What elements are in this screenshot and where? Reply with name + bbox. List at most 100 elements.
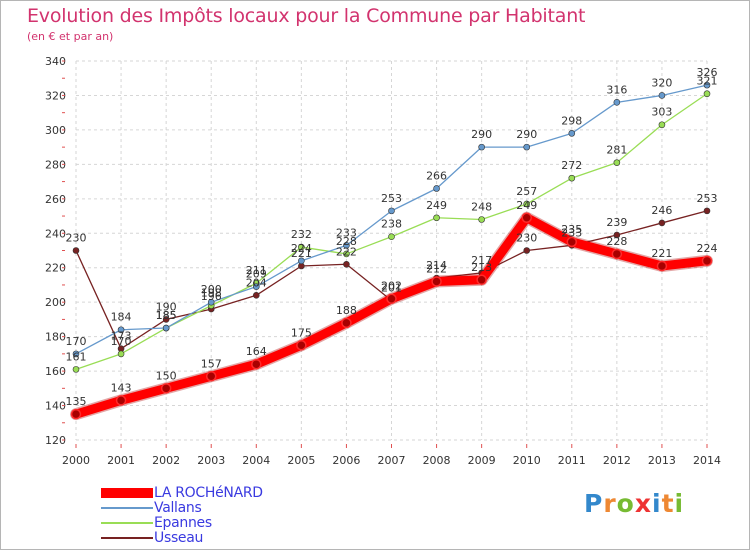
data-point <box>117 326 125 334</box>
data-label: 233 <box>561 226 582 239</box>
proxiti-logo: Proxiti <box>584 489 684 518</box>
data-label: 213 <box>471 261 492 274</box>
legend-item: Usseau <box>101 530 341 546</box>
x-tick-label: 2014 <box>693 454 721 467</box>
y-tick-label: 140 <box>45 400 66 413</box>
data-label: 202 <box>381 280 402 293</box>
data-label: 217 <box>471 254 492 267</box>
data-point <box>251 358 262 370</box>
data-label: 209 <box>246 268 267 281</box>
data-label: 150 <box>156 369 177 382</box>
data-label: 201 <box>381 281 402 294</box>
x-tick-label: 2006 <box>332 454 360 467</box>
y-tick-label: 340 <box>45 55 66 68</box>
data-label: 266 <box>426 169 447 182</box>
legend-item: Vallans <box>101 500 341 516</box>
data-label: 164 <box>246 345 267 358</box>
chart-legend: LA ROCHéNARD Vallans Epannes Usseau <box>101 485 341 546</box>
y-tick-label: 200 <box>45 296 66 309</box>
data-point <box>252 291 260 299</box>
logo-letter: o <box>616 489 635 518</box>
chart-series <box>70 81 713 421</box>
data-point <box>656 260 668 272</box>
data-label: 200 <box>201 283 222 296</box>
x-tick-label: 2013 <box>648 454 676 467</box>
data-label: 316 <box>606 83 627 96</box>
logo-letter: P <box>584 489 604 518</box>
data-label: 320 <box>651 76 672 89</box>
data-label: 303 <box>651 106 672 119</box>
logo-letter: t <box>661 489 675 518</box>
data-label: 281 <box>606 144 627 157</box>
data-point <box>386 293 397 304</box>
data-point <box>341 317 352 329</box>
x-tick-label: 2011 <box>558 454 586 467</box>
data-label: 184 <box>111 311 132 324</box>
data-label: 238 <box>381 218 402 231</box>
legend-label: Vallans <box>154 500 202 516</box>
x-tick-label: 2010 <box>513 454 541 467</box>
data-label: 253 <box>697 192 718 205</box>
data-label: 228 <box>606 235 627 248</box>
data-label: 221 <box>651 247 672 260</box>
data-point <box>162 324 170 332</box>
data-label: 224 <box>291 242 312 255</box>
data-label: 157 <box>201 357 222 370</box>
data-label: 185 <box>156 309 177 322</box>
data-point <box>72 247 80 254</box>
y-tick-label: 260 <box>45 193 66 206</box>
data-label: 233 <box>336 226 357 239</box>
data-label: 257 <box>516 185 537 198</box>
data-label: 298 <box>561 114 582 127</box>
data-label: 253 <box>381 192 402 205</box>
data-point <box>117 350 125 358</box>
logo-letter: i <box>674 489 685 518</box>
data-label: 230 <box>66 232 87 245</box>
data-label: 170 <box>66 335 87 348</box>
x-tick-label: 2003 <box>197 454 225 467</box>
data-label: 188 <box>336 304 357 317</box>
legend-label: Usseau <box>154 530 204 546</box>
chart-title: Evolution des Impôts locaux pour la Comm… <box>27 5 586 27</box>
y-tick-label: 160 <box>45 365 66 378</box>
logo-letter: r <box>603 489 617 518</box>
y-tick-label: 280 <box>45 158 66 171</box>
y-tick-label: 240 <box>45 227 66 240</box>
data-point <box>207 298 215 306</box>
data-point <box>343 260 350 268</box>
y-tick-label: 320 <box>45 89 66 102</box>
y-tick-label: 180 <box>45 331 66 344</box>
data-point <box>523 247 531 254</box>
data-label: 249 <box>516 199 537 212</box>
data-point <box>252 283 260 290</box>
data-point <box>658 92 666 99</box>
legend-swatch <box>101 507 153 509</box>
data-label: 211 <box>246 264 267 277</box>
data-point <box>70 408 82 420</box>
data-label: 326 <box>697 66 718 79</box>
logo-letter: x <box>634 489 652 518</box>
data-point <box>478 143 485 151</box>
data-point <box>343 242 350 249</box>
data-point <box>658 219 666 227</box>
x-tick-label: 2000 <box>62 454 90 467</box>
data-label: 135 <box>66 395 87 408</box>
data-point <box>568 174 576 182</box>
data-label: 204 <box>246 276 267 289</box>
data-label: 235 <box>561 223 582 236</box>
data-point <box>298 243 305 251</box>
data-label: 143 <box>111 381 132 394</box>
data-label: 185 <box>156 309 177 322</box>
data-point <box>433 214 440 222</box>
data-label: 232 <box>291 228 312 241</box>
data-point <box>388 233 395 241</box>
data-point <box>611 248 623 260</box>
data-point <box>521 212 532 224</box>
x-tick-label: 2004 <box>242 454 270 467</box>
data-label: 212 <box>426 263 447 276</box>
legend-item: Epannes <box>101 515 341 531</box>
data-point <box>160 383 172 394</box>
data-label: 198 <box>201 287 222 300</box>
data-point <box>613 231 621 239</box>
